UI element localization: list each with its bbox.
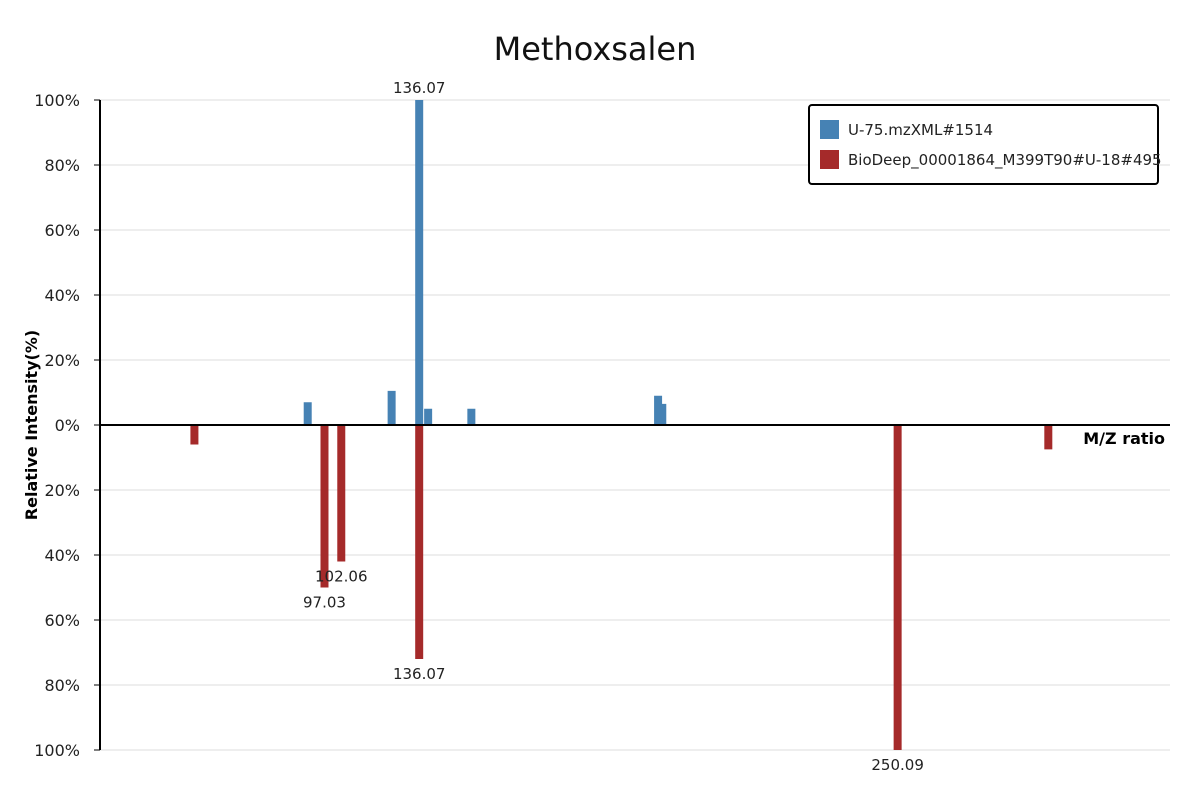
y-tick-label: 60% (44, 611, 80, 630)
legend-label-series-1: U-75.mzXML#1514 (848, 121, 993, 139)
legend-swatch-series-1 (820, 120, 839, 139)
peak-bar-series-1 (654, 395, 663, 425)
y-tick-label: 60% (44, 221, 80, 240)
peak-bar-series-2 (337, 425, 346, 562)
y-tick-label: 20% (44, 351, 80, 370)
peak-bars (190, 100, 1053, 750)
y-tick-labels: 100% 80% 60% 40% 20% 0% 20% 40% 60% 80% 100% (34, 91, 100, 760)
peak-bar-series-2 (415, 425, 424, 659)
y-tick-label: 100% (34, 91, 80, 110)
y-tick-label: 0% (55, 416, 80, 435)
peak-bar-series-1 (424, 408, 433, 425)
y-tick-label: 100% (34, 741, 80, 760)
grid-layer (100, 99, 1170, 751)
peak-bar-series-2 (1044, 425, 1053, 450)
legend-swatch-series-2 (820, 150, 839, 169)
chart-title: Methoxsalen (494, 30, 697, 68)
peak-label: 97.03 (303, 594, 346, 612)
peak-bar-series-1 (415, 100, 424, 425)
y-tick-label: 40% (44, 286, 80, 305)
peak-label: 136.07 (393, 79, 446, 97)
x-axis-title: M/Z ratio (1083, 429, 1165, 448)
peak-label: 136.07 (393, 665, 446, 683)
y-tick-label: 80% (44, 676, 80, 695)
peak-label: 250.09 (871, 756, 924, 774)
legend-label-series-2: BioDeep_00001864_M399T90#U-18#495 (848, 151, 1162, 170)
peak-bar-series-1 (467, 408, 476, 425)
peak-bar-series-2 (320, 425, 329, 588)
y-tick-label: 20% (44, 481, 80, 500)
y-axis-title: Relative Intensity(%) (22, 330, 41, 520)
y-tick-label: 40% (44, 546, 80, 565)
peak-bar-series-2 (893, 425, 902, 750)
peak-bar-series-1 (658, 403, 667, 425)
y-tick-label: 80% (44, 156, 80, 175)
peak-bar-series-1 (303, 402, 312, 425)
legend: U-75.mzXML#1514 BioDeep_00001864_M399T90… (808, 104, 1162, 185)
peak-bar-series-1 (387, 390, 396, 425)
legend-box (808, 104, 1159, 185)
peak-bar-series-2 (190, 425, 199, 445)
peak-label: 102.06 (315, 568, 368, 586)
peak-labels: 136.07 97.03 102.06 136.07 250.09 (303, 79, 924, 774)
